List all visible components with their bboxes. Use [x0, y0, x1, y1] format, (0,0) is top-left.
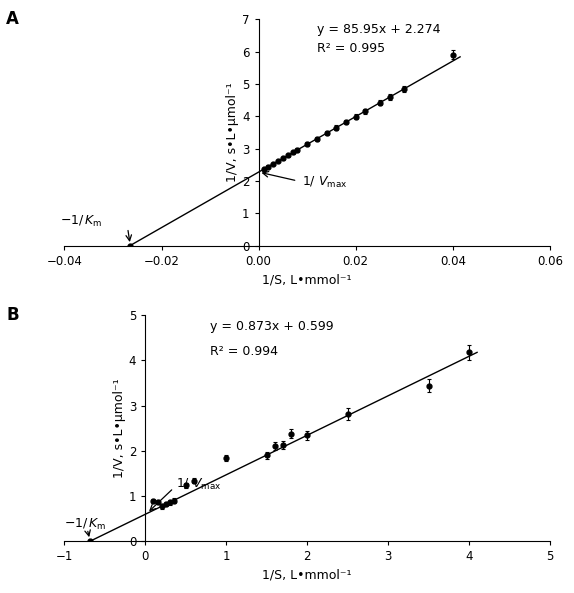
Text: B: B: [6, 306, 19, 324]
X-axis label: 1/S, L•mmol⁻¹: 1/S, L•mmol⁻¹: [262, 569, 352, 582]
Y-axis label: 1/V, s•L•μmol⁻¹: 1/V, s•L•μmol⁻¹: [226, 82, 239, 182]
X-axis label: 1/S, L•mmol⁻¹: 1/S, L•mmol⁻¹: [262, 273, 352, 286]
Text: $-1/\, \mathit{K}_{\rm m}$: $-1/\, \mathit{K}_{\rm m}$: [64, 517, 107, 532]
Text: R² = 0.995: R² = 0.995: [317, 42, 385, 55]
Text: $-1/\, \mathit{K}_{\rm m}$: $-1/\, \mathit{K}_{\rm m}$: [60, 213, 102, 229]
Text: 1/ $\mathit{V}_{\rm max}$: 1/ $\mathit{V}_{\rm max}$: [176, 477, 222, 492]
Text: R² = 0.994: R² = 0.994: [210, 345, 278, 358]
Text: y = 85.95x + 2.274: y = 85.95x + 2.274: [317, 23, 440, 36]
Text: y = 0.873x + 0.599: y = 0.873x + 0.599: [210, 320, 333, 333]
Text: A: A: [6, 10, 19, 28]
Y-axis label: 1/V, s•L•μmol⁻¹: 1/V, s•L•μmol⁻¹: [113, 378, 126, 478]
Text: 1/ $\mathit{V}_{\rm max}$: 1/ $\mathit{V}_{\rm max}$: [302, 175, 348, 190]
